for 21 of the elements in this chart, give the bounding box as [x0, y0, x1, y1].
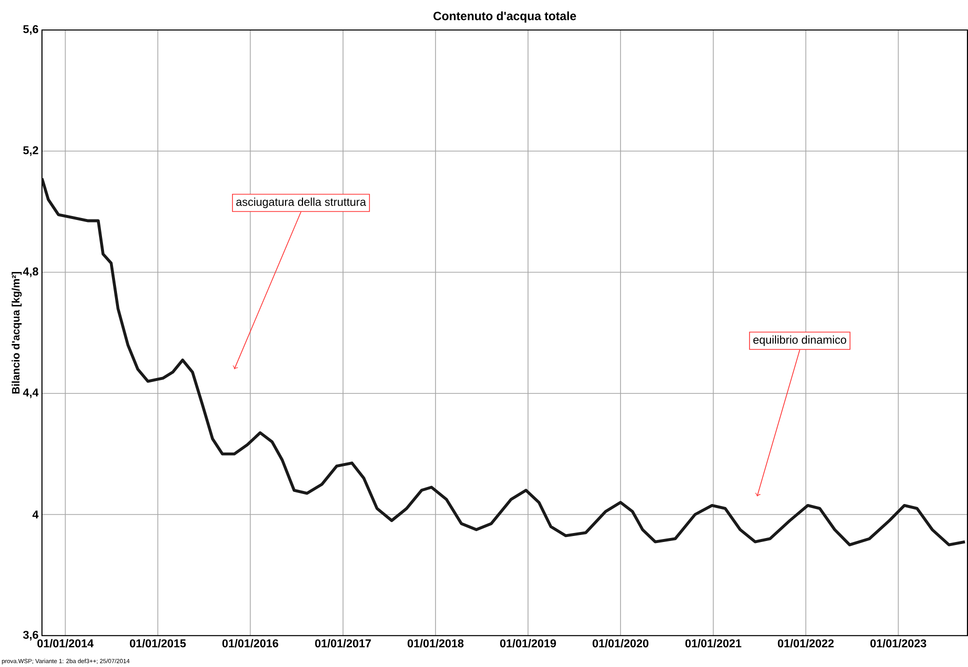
- y-tick-label: 4,4: [23, 388, 39, 398]
- x-tick-label: 01/01/2022: [778, 639, 834, 648]
- y-tick-label: 4,8: [23, 268, 38, 278]
- chart-title: Contenuto d'acqua totale: [434, 12, 576, 23]
- x-tick-label: 01/01/2021: [685, 639, 742, 648]
- y-axis-title: Bilancio d'acqua [kg/m²]: [12, 272, 22, 394]
- y-tick-label: 5,2: [23, 146, 38, 156]
- x-tick-label: 01/01/2014: [37, 639, 94, 648]
- x-tick-label: 01/01/2020: [592, 639, 648, 648]
- annotation: equilibrio dinamico: [753, 336, 846, 346]
- y-tick-label: 5,6: [23, 25, 38, 35]
- x-tick-label: 01/01/2015: [130, 639, 186, 648]
- annotation: asciugatura della struttura: [236, 198, 366, 208]
- x-tick-label: 01/01/2016: [222, 639, 278, 648]
- x-tick-label: 01/01/2019: [500, 639, 556, 648]
- x-tick-label: 01/01/2023: [870, 639, 926, 648]
- line-series: [42, 177, 966, 546]
- y-tick-label: 4: [32, 510, 39, 519]
- x-tick-label: 01/01/2018: [408, 639, 464, 648]
- x-tick-label: 01/01/2017: [315, 639, 371, 648]
- y-tick-label: 3,6: [23, 631, 38, 641]
